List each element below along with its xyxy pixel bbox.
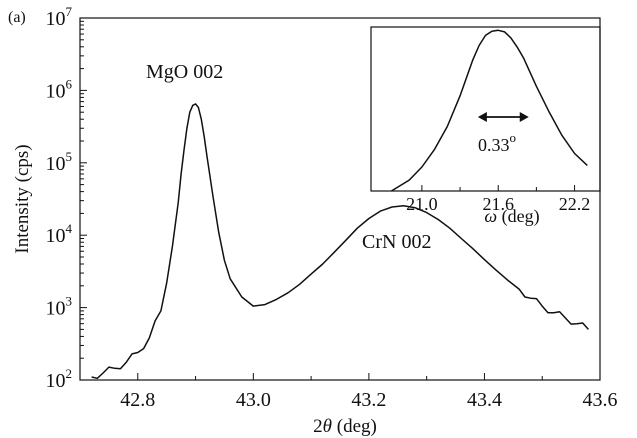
inset-x-axis-label-omega: ω [484, 206, 497, 226]
fwhm-arrow-head-left [477, 112, 487, 122]
y-tick-label: 104 [46, 221, 73, 247]
inset-x-tick-label: 21.6 [482, 194, 514, 214]
y-tick-label: 106 [46, 76, 73, 102]
fwhm-arrow-head-right [519, 112, 529, 122]
annotation-mgo: MgO 002 [146, 61, 223, 83]
inset-x-axis-label: ω (deg) [484, 206, 539, 227]
main-plot-frame [79, 17, 601, 381]
fwhm-label: 0.33o [478, 130, 516, 155]
y-axis-label: Intensity (cps) [12, 144, 33, 253]
x-tick-label: 42.8 [120, 389, 155, 411]
x-axis-label-prefix: 2 [313, 416, 323, 437]
inset-x-tick-label: 22.2 [559, 194, 591, 214]
fwhm-value: 0.33 [478, 135, 510, 155]
y-tick-label-exp: 7 [66, 4, 73, 19]
y-tick-label: 107 [46, 4, 73, 30]
y-tick-label-base: 10 [46, 298, 66, 320]
y-tick-label-exp: 4 [66, 221, 73, 236]
y-tick-label: 102 [46, 366, 73, 392]
y-tick-label-exp: 3 [66, 294, 73, 309]
main-x-ticks: 42.8 43.0 43.2 43.4 43.6 [79, 373, 618, 411]
panel-label: (a) [8, 9, 26, 26]
y-tick-label-exp: 5 [66, 149, 73, 164]
y-tick-label-exp: 6 [66, 76, 73, 91]
y-tick-label-base: 10 [46, 153, 66, 175]
inset-x-tick-label: 21.0 [406, 194, 438, 214]
y-tick-label-base: 10 [46, 370, 66, 392]
y-tick-label-base: 10 [46, 80, 66, 102]
y-tick-label-exp: 2 [66, 366, 73, 381]
inset-frame [370, 26, 601, 192]
inset-series-line [391, 29, 588, 192]
inset-x-ticks: 21.0 21.6 22.2 [406, 185, 590, 214]
x-axis-label-theta: θ [323, 416, 332, 437]
annotation-crn: CrN 002 [362, 231, 431, 253]
main-series-line [91, 103, 589, 380]
y-tick-label-base: 10 [46, 225, 66, 247]
x-axis-label: 2θ (deg) [313, 416, 377, 437]
x-tick-label: 43.4 [467, 389, 502, 411]
x-axis-label-unit: (deg) [332, 416, 377, 437]
x-tick-label: 43.2 [351, 389, 386, 411]
inset-x-axis-label-unit: (deg) [497, 206, 539, 227]
fwhm-arrow [477, 112, 529, 122]
inset-plot: 21.0 21.6 22.2 0.33o ω (deg) [370, 26, 601, 227]
y-tick-label-base: 10 [46, 8, 66, 30]
y-tick-label: 103 [46, 294, 73, 320]
y-tick-label: 105 [46, 149, 73, 175]
fwhm-unit: o [510, 130, 517, 145]
x-tick-label: 43.0 [236, 389, 271, 411]
x-tick-label: 43.6 [583, 389, 618, 411]
